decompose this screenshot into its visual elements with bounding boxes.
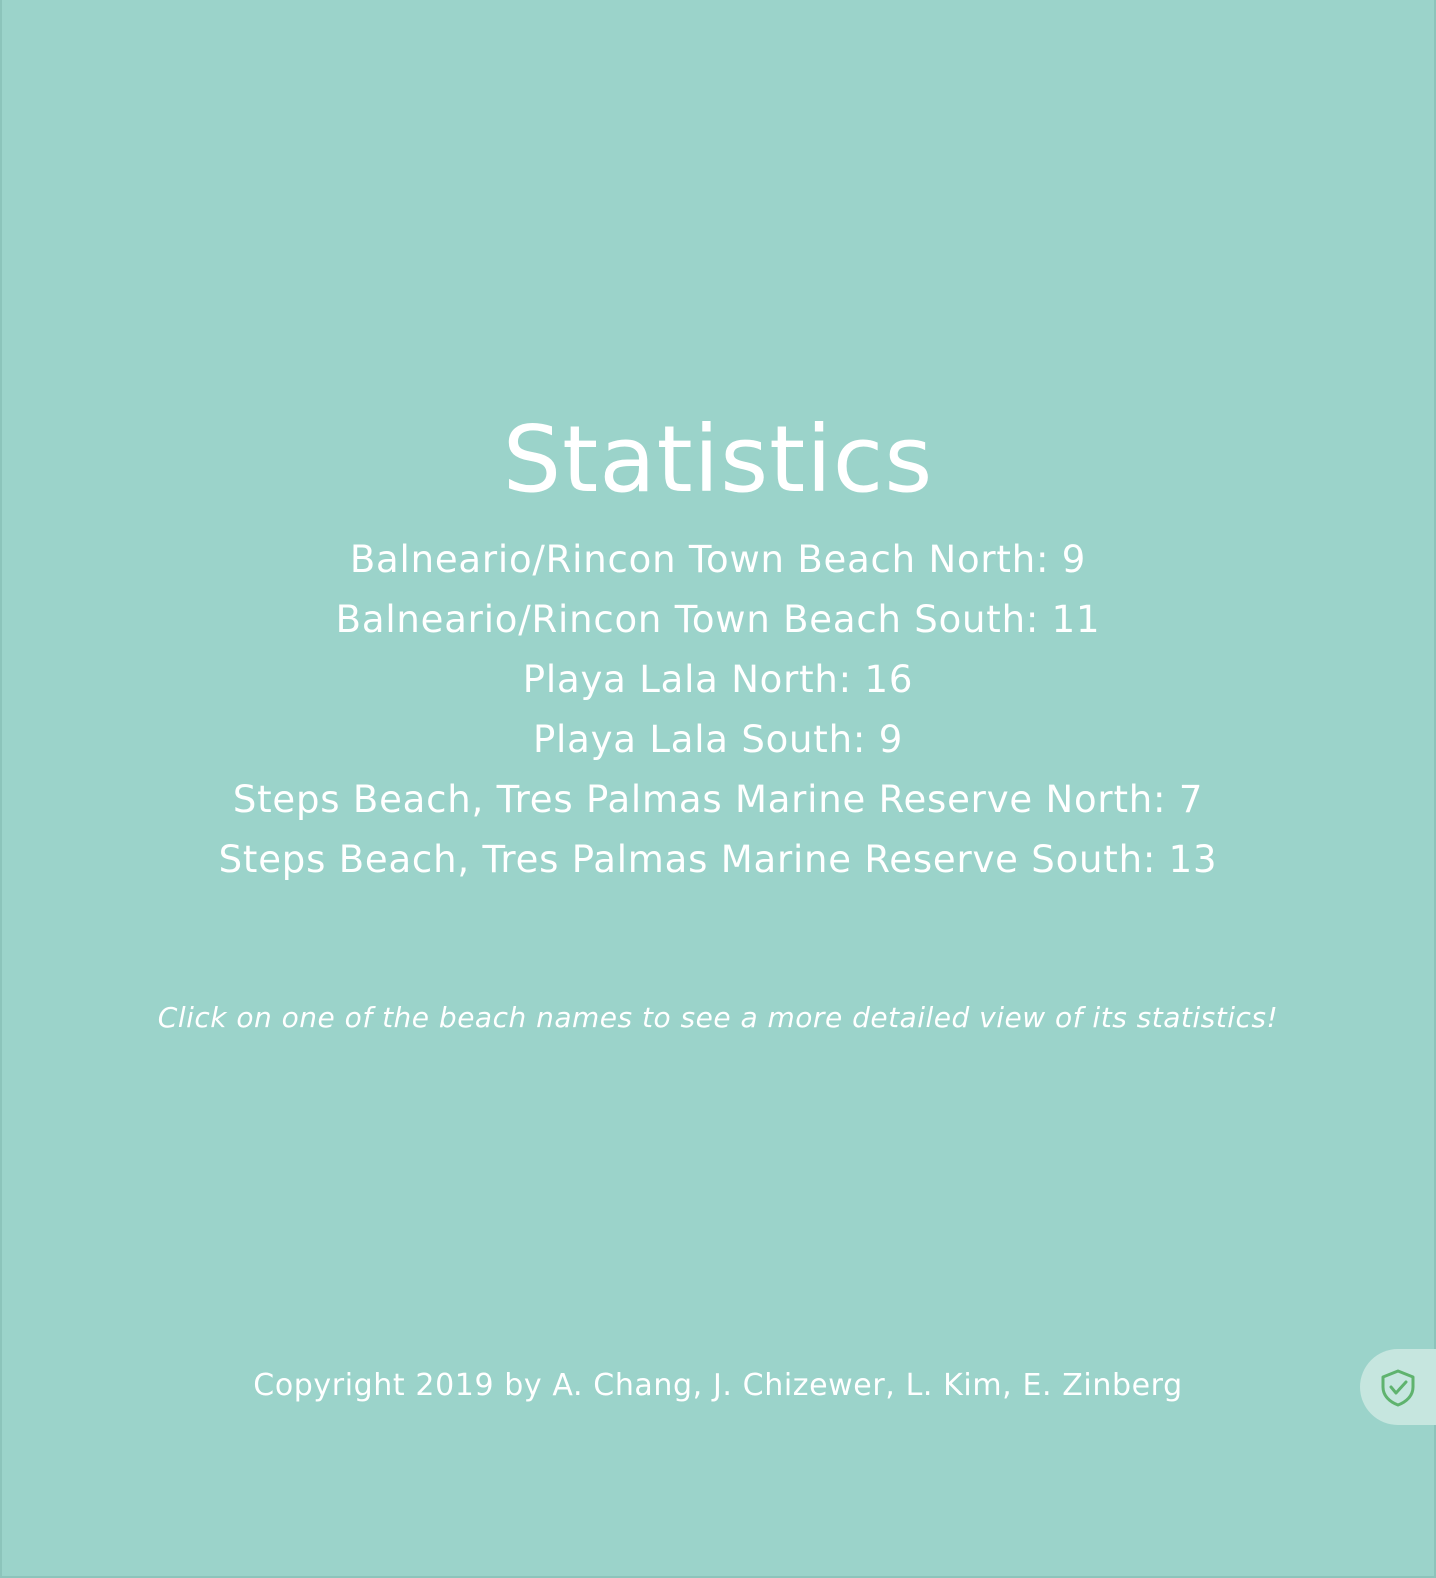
beach-link[interactable]: Steps Beach, Tres Palmas Marine Reserve …: [232, 778, 1204, 821]
beach-link[interactable]: Steps Beach, Tres Palmas Marine Reserve …: [218, 838, 1218, 881]
beach-link[interactable]: Playa Lala North: 16: [522, 658, 914, 701]
page-title: Statistics: [502, 406, 934, 513]
beach-link[interactable]: Playa Lala South: 9: [532, 718, 904, 761]
security-badge-button[interactable]: [1360, 1349, 1436, 1425]
beach-link[interactable]: Balneario/Rincon Town Beach South: 11: [335, 598, 1101, 641]
copyright-footer: Copyright 2019 by A. Chang, J. Chizewer,…: [253, 1368, 1183, 1403]
shield-check-icon: [1381, 1369, 1415, 1407]
beach-link[interactable]: Balneario/Rincon Town Beach North: 9: [349, 538, 1087, 581]
beach-list: Balneario/Rincon Town Beach North: 9 Bal…: [0, 530, 1436, 890]
instruction-text: Click on one of the beach names to see a…: [157, 1001, 1279, 1034]
